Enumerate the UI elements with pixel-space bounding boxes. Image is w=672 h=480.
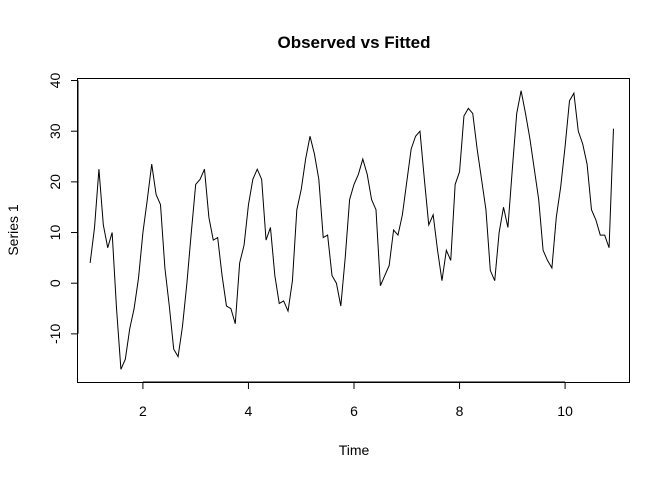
data-points	[90, 90, 614, 370]
chart-title: Observed vs Fitted	[277, 33, 430, 52]
x-tick-label: 2	[139, 403, 147, 419]
y-axis-label: Series 1	[5, 204, 21, 256]
series-line	[89, 90, 614, 370]
y-tick-label: 40	[47, 73, 63, 89]
y-tick-label: 30	[47, 123, 63, 139]
plot-frame	[77, 78, 630, 383]
x-tick-label: 4	[245, 403, 253, 419]
y-tick-label: 20	[47, 174, 63, 190]
y-axis: -10 0 10 20 30 40	[47, 73, 79, 344]
y-tick-label: 0	[47, 279, 63, 287]
x-axis-label: Time	[339, 442, 370, 458]
x-tick-label: 8	[456, 403, 464, 419]
x-tick-label: 6	[350, 403, 358, 419]
y-tick-label: -10	[47, 324, 63, 344]
x-axis: 2 4 6 8 10	[139, 381, 573, 419]
x-tick-label: 10	[557, 403, 573, 419]
y-tick-label: 10	[47, 225, 63, 241]
